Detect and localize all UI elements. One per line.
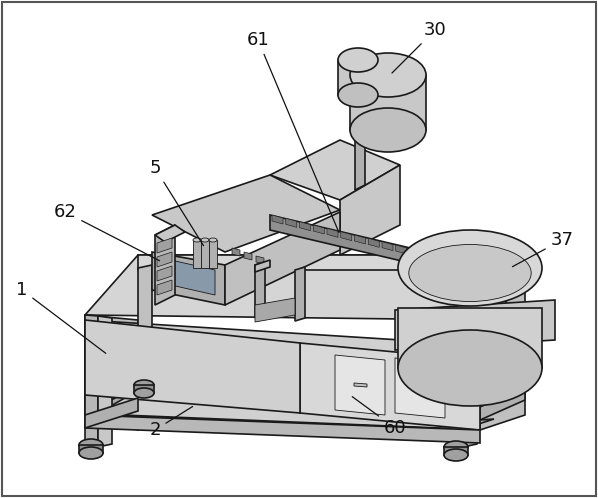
Ellipse shape bbox=[489, 373, 509, 383]
Polygon shape bbox=[295, 267, 305, 321]
Ellipse shape bbox=[134, 388, 154, 398]
Polygon shape bbox=[300, 343, 480, 430]
Polygon shape bbox=[157, 238, 172, 253]
Polygon shape bbox=[300, 222, 310, 231]
Ellipse shape bbox=[409, 245, 531, 301]
Ellipse shape bbox=[79, 439, 103, 451]
Polygon shape bbox=[480, 270, 525, 430]
Polygon shape bbox=[272, 215, 283, 224]
Polygon shape bbox=[255, 262, 265, 318]
Polygon shape bbox=[85, 255, 525, 320]
Ellipse shape bbox=[444, 449, 468, 461]
Polygon shape bbox=[232, 248, 240, 256]
Polygon shape bbox=[138, 255, 525, 270]
Polygon shape bbox=[209, 240, 217, 268]
Ellipse shape bbox=[338, 83, 378, 107]
Polygon shape bbox=[355, 95, 365, 190]
Polygon shape bbox=[395, 358, 445, 418]
Text: 5: 5 bbox=[150, 159, 203, 246]
Ellipse shape bbox=[350, 53, 426, 97]
Polygon shape bbox=[410, 249, 420, 257]
Polygon shape bbox=[138, 265, 152, 385]
Polygon shape bbox=[480, 387, 525, 420]
Polygon shape bbox=[255, 260, 270, 272]
Polygon shape bbox=[152, 175, 340, 252]
Polygon shape bbox=[270, 215, 440, 270]
Polygon shape bbox=[201, 240, 209, 268]
Polygon shape bbox=[193, 240, 201, 268]
Text: 62: 62 bbox=[54, 203, 160, 261]
Polygon shape bbox=[350, 75, 426, 130]
Polygon shape bbox=[85, 315, 138, 430]
Polygon shape bbox=[450, 419, 494, 430]
Polygon shape bbox=[225, 212, 340, 305]
Polygon shape bbox=[355, 235, 365, 244]
Polygon shape bbox=[85, 415, 480, 443]
Polygon shape bbox=[270, 140, 400, 200]
Ellipse shape bbox=[79, 447, 103, 459]
Polygon shape bbox=[327, 229, 338, 238]
Polygon shape bbox=[152, 252, 225, 305]
Polygon shape bbox=[341, 232, 352, 241]
Ellipse shape bbox=[201, 238, 209, 242]
Polygon shape bbox=[79, 445, 103, 453]
Ellipse shape bbox=[209, 238, 217, 242]
Polygon shape bbox=[162, 258, 215, 295]
Polygon shape bbox=[255, 298, 295, 322]
Polygon shape bbox=[157, 252, 172, 267]
Polygon shape bbox=[85, 320, 480, 430]
Polygon shape bbox=[444, 447, 468, 455]
Polygon shape bbox=[355, 90, 390, 110]
Polygon shape bbox=[396, 245, 407, 254]
Polygon shape bbox=[155, 225, 185, 242]
Polygon shape bbox=[423, 251, 434, 260]
Text: 2: 2 bbox=[150, 406, 193, 439]
Polygon shape bbox=[354, 383, 367, 387]
Polygon shape bbox=[256, 256, 264, 264]
Polygon shape bbox=[340, 165, 400, 255]
Polygon shape bbox=[450, 342, 463, 448]
Ellipse shape bbox=[350, 108, 426, 152]
Ellipse shape bbox=[134, 380, 154, 390]
Text: 1: 1 bbox=[16, 281, 106, 353]
Polygon shape bbox=[463, 343, 477, 447]
Text: 30: 30 bbox=[392, 21, 446, 73]
Polygon shape bbox=[85, 315, 98, 447]
Polygon shape bbox=[85, 320, 300, 413]
Polygon shape bbox=[398, 308, 542, 368]
Ellipse shape bbox=[444, 441, 468, 453]
Polygon shape bbox=[98, 316, 112, 447]
Polygon shape bbox=[85, 383, 152, 415]
Polygon shape bbox=[414, 386, 427, 390]
Polygon shape bbox=[155, 225, 175, 305]
Polygon shape bbox=[286, 218, 297, 227]
Ellipse shape bbox=[489, 381, 509, 391]
Polygon shape bbox=[157, 266, 172, 281]
Polygon shape bbox=[335, 355, 385, 415]
Text: 60: 60 bbox=[352, 396, 406, 437]
Polygon shape bbox=[338, 60, 378, 95]
Polygon shape bbox=[382, 242, 393, 250]
Polygon shape bbox=[157, 280, 172, 295]
Polygon shape bbox=[244, 252, 252, 260]
Polygon shape bbox=[492, 257, 506, 378]
Polygon shape bbox=[368, 239, 379, 248]
Ellipse shape bbox=[338, 48, 378, 72]
Ellipse shape bbox=[193, 238, 201, 242]
Ellipse shape bbox=[398, 230, 542, 306]
Polygon shape bbox=[313, 225, 324, 234]
Text: 61: 61 bbox=[246, 31, 339, 233]
Text: 37: 37 bbox=[512, 231, 573, 267]
Polygon shape bbox=[489, 378, 509, 386]
Polygon shape bbox=[395, 300, 555, 350]
Ellipse shape bbox=[398, 330, 542, 406]
Polygon shape bbox=[134, 385, 154, 393]
Polygon shape bbox=[85, 398, 138, 428]
Polygon shape bbox=[85, 414, 463, 430]
